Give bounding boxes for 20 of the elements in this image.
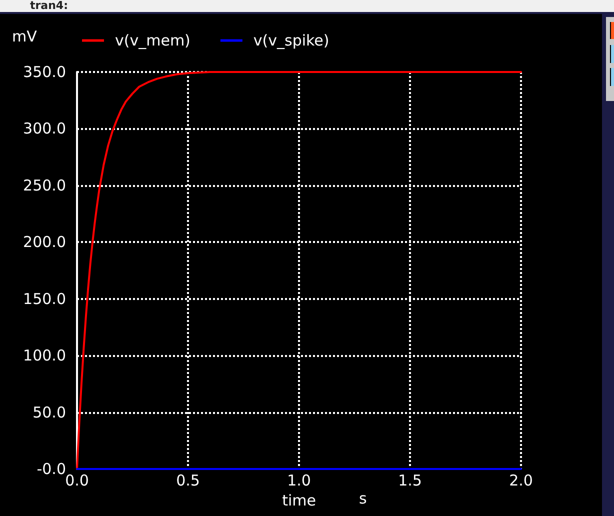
- line-series: [76, 71, 522, 470]
- y-tick-label: 200.0: [23, 233, 66, 252]
- y-tick-label: 50.0: [32, 403, 66, 422]
- x-tick-label: 1.0: [287, 472, 311, 490]
- y-tick-label: 300.0: [23, 120, 66, 138]
- chart-title: tran4:: [30, 0, 68, 12]
- y-tick-label: 100.0: [23, 346, 66, 365]
- x-tick-label: 2.0: [509, 472, 533, 490]
- x-axis-title: time: [282, 491, 316, 510]
- legend-label: v(v_spike): [253, 32, 330, 50]
- legend-label: v(v_mem): [115, 32, 190, 50]
- y-axis-title: mV: [12, 28, 38, 46]
- y-tick-label: 350.0: [23, 63, 66, 81]
- y-tick-label: 250.0: [23, 176, 66, 194]
- y-tick-label: -0.0: [36, 460, 66, 478]
- x-tick-label: 1.5: [398, 472, 422, 490]
- text: s: [359, 490, 367, 508]
- x-tick-label: 0.5: [176, 472, 200, 490]
- y-tick-label: 150.0: [23, 290, 66, 308]
- x-tick-label: 0.0: [65, 472, 89, 490]
